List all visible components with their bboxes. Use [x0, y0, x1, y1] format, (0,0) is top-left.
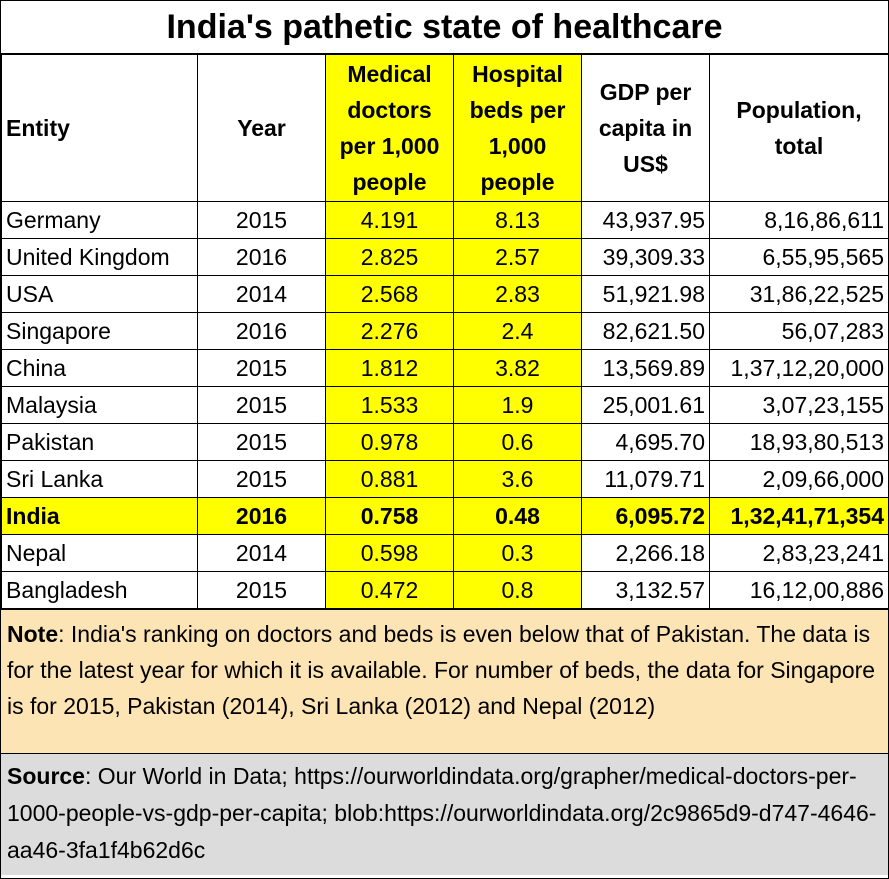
cell-doctors: 2.276 — [325, 312, 454, 350]
table-row: Malaysia 2015 1.533 1.9 25,001.61 3,07,23,155 — [1, 386, 889, 424]
cell-doctors: 4.191 — [325, 201, 454, 239]
cell-population: 6,55,95,565 — [709, 238, 889, 276]
cell-doctors: 0.472 — [325, 571, 454, 609]
cell-gdp: 25,001.61 — [581, 386, 710, 424]
cell-doctors: 0.758 — [325, 497, 454, 535]
cell-year: 2016 — [197, 312, 326, 350]
cell-population: 1,37,12,20,000 — [709, 349, 889, 387]
cell-year: 2015 — [197, 460, 326, 498]
cell-gdp: 3,132.57 — [581, 571, 710, 609]
cell-population: 8,16,86,611 — [709, 201, 889, 239]
source-label: Source — [7, 763, 85, 789]
note-label: Note — [7, 621, 59, 647]
cell-entity: Pakistan — [1, 423, 198, 461]
cell-population: 16,12,00,886 — [709, 571, 889, 609]
cell-year: 2016 — [197, 497, 326, 535]
cell-year: 2014 — [197, 275, 326, 313]
cell-population: 18,93,80,513 — [709, 423, 889, 461]
cell-beds: 3.82 — [453, 349, 582, 387]
cell-population: 56,07,283 — [709, 312, 889, 350]
header-gdp: GDP per capita in US$ — [581, 54, 710, 202]
cell-entity: Singapore — [1, 312, 198, 350]
cell-beds: 3.6 — [453, 460, 582, 498]
cell-entity: USA — [1, 275, 198, 313]
cell-beds: 2.4 — [453, 312, 582, 350]
table-row: Germany 2015 4.191 8.13 43,937.95 8,16,86,611 — [1, 201, 889, 239]
table-row: Sri Lanka 2015 0.881 3.6 11,079.71 2,09,66,00… — [1, 460, 889, 498]
cell-gdp: 39,309.33 — [581, 238, 710, 276]
table-row: Pakistan 2015 0.978 0.6 4,695.70 18,93,80,513 — [1, 423, 889, 461]
cell-beds: 1.9 — [453, 386, 582, 424]
cell-doctors: 1.533 — [325, 386, 454, 424]
cell-entity: United Kingdom — [1, 238, 198, 276]
table-row: USA 2014 2.568 2.83 51,921.98 31,86,22,525 — [1, 275, 889, 313]
cell-population: 31,86,22,525 — [709, 275, 889, 313]
cell-population: 1,32,41,71,354 — [709, 497, 889, 535]
cell-doctors: 0.978 — [325, 423, 454, 461]
cell-doctors: 0.598 — [325, 534, 454, 572]
cell-entity: Nepal — [1, 534, 198, 572]
cell-gdp: 43,937.95 — [581, 201, 710, 239]
cell-entity: India — [1, 497, 198, 535]
cell-entity: Malaysia — [1, 386, 198, 424]
cell-doctors: 2.825 — [325, 238, 454, 276]
table-row: United Kingdom 2016 2.825 2.57 39,309.33 6,55… — [1, 238, 889, 276]
cell-gdp: 82,621.50 — [581, 312, 710, 350]
table-row: Nepal 2014 0.598 0.3 2,266.18 2,83,23,241 — [1, 534, 889, 572]
healthcare-table: Entity Year Medical doctors per 1,000 pe… — [1, 54, 889, 609]
cell-beds: 0.8 — [453, 571, 582, 609]
cell-population: 2,83,23,241 — [709, 534, 889, 572]
cell-gdp: 13,569.89 — [581, 349, 710, 387]
cell-year: 2015 — [197, 423, 326, 461]
table-row: Bangladesh 2015 0.472 0.8 3,132.57 16,12,00,8… — [1, 571, 889, 609]
cell-doctors: 0.881 — [325, 460, 454, 498]
cell-gdp: 11,079.71 — [581, 460, 710, 498]
cell-population: 2,09,66,000 — [709, 460, 889, 498]
cell-year: 2015 — [197, 201, 326, 239]
cell-entity: Bangladesh — [1, 571, 198, 609]
cell-beds: 0.3 — [453, 534, 582, 572]
table-row: Singapore 2016 2.276 2.4 82,621.50 56,07,283 — [1, 312, 889, 350]
note-text: : India's ranking on doctors and beds is… — [7, 621, 876, 719]
cell-gdp: 6,095.72 — [581, 497, 710, 535]
cell-entity: Sri Lanka — [1, 460, 198, 498]
note-box: Note: India's ranking on doctors and bed… — [1, 609, 888, 753]
table-title: India's pathetic state of healthcare — [1, 1, 888, 54]
cell-population: 3,07,23,155 — [709, 386, 889, 424]
header-entity: Entity — [1, 54, 198, 202]
header-beds: Hospital beds per 1,000 people — [453, 54, 582, 202]
table-row: India 2016 0.758 0.48 6,095.72 1,32,41,71,354 — [1, 497, 889, 535]
header-population: Population, total — [709, 54, 889, 202]
cell-year: 2014 — [197, 534, 326, 572]
header-doctors: Medical doctors per 1,000 people — [325, 54, 454, 202]
cell-entity: China — [1, 349, 198, 387]
table-row: China 2015 1.812 3.82 13,569.89 1,37,12,20,00… — [1, 349, 889, 387]
header-year: Year — [197, 54, 326, 202]
cell-year: 2015 — [197, 349, 326, 387]
cell-gdp: 2,266.18 — [581, 534, 710, 572]
source-box: Source: Our World in Data; https://ourwo… — [1, 753, 888, 875]
cell-beds: 2.57 — [453, 238, 582, 276]
cell-gdp: 4,695.70 — [581, 423, 710, 461]
cell-year: 2015 — [197, 571, 326, 609]
cell-year: 2015 — [197, 386, 326, 424]
cell-year: 2016 — [197, 238, 326, 276]
cell-gdp: 51,921.98 — [581, 275, 710, 313]
cell-beds: 8.13 — [453, 201, 582, 239]
cell-doctors: 2.568 — [325, 275, 454, 313]
table-body: Germany 2015 4.191 8.13 43,937.95 8,16,86,611… — [1, 201, 889, 609]
header-row: Entity Year Medical doctors per 1,000 pe… — [1, 54, 889, 202]
cell-entity: Germany — [1, 201, 198, 239]
cell-doctors: 1.812 — [325, 349, 454, 387]
cell-beds: 0.6 — [453, 423, 582, 461]
source-text: : Our World in Data; https://ourworldind… — [7, 763, 877, 863]
cell-beds: 0.48 — [453, 497, 582, 535]
cell-beds: 2.83 — [453, 275, 582, 313]
